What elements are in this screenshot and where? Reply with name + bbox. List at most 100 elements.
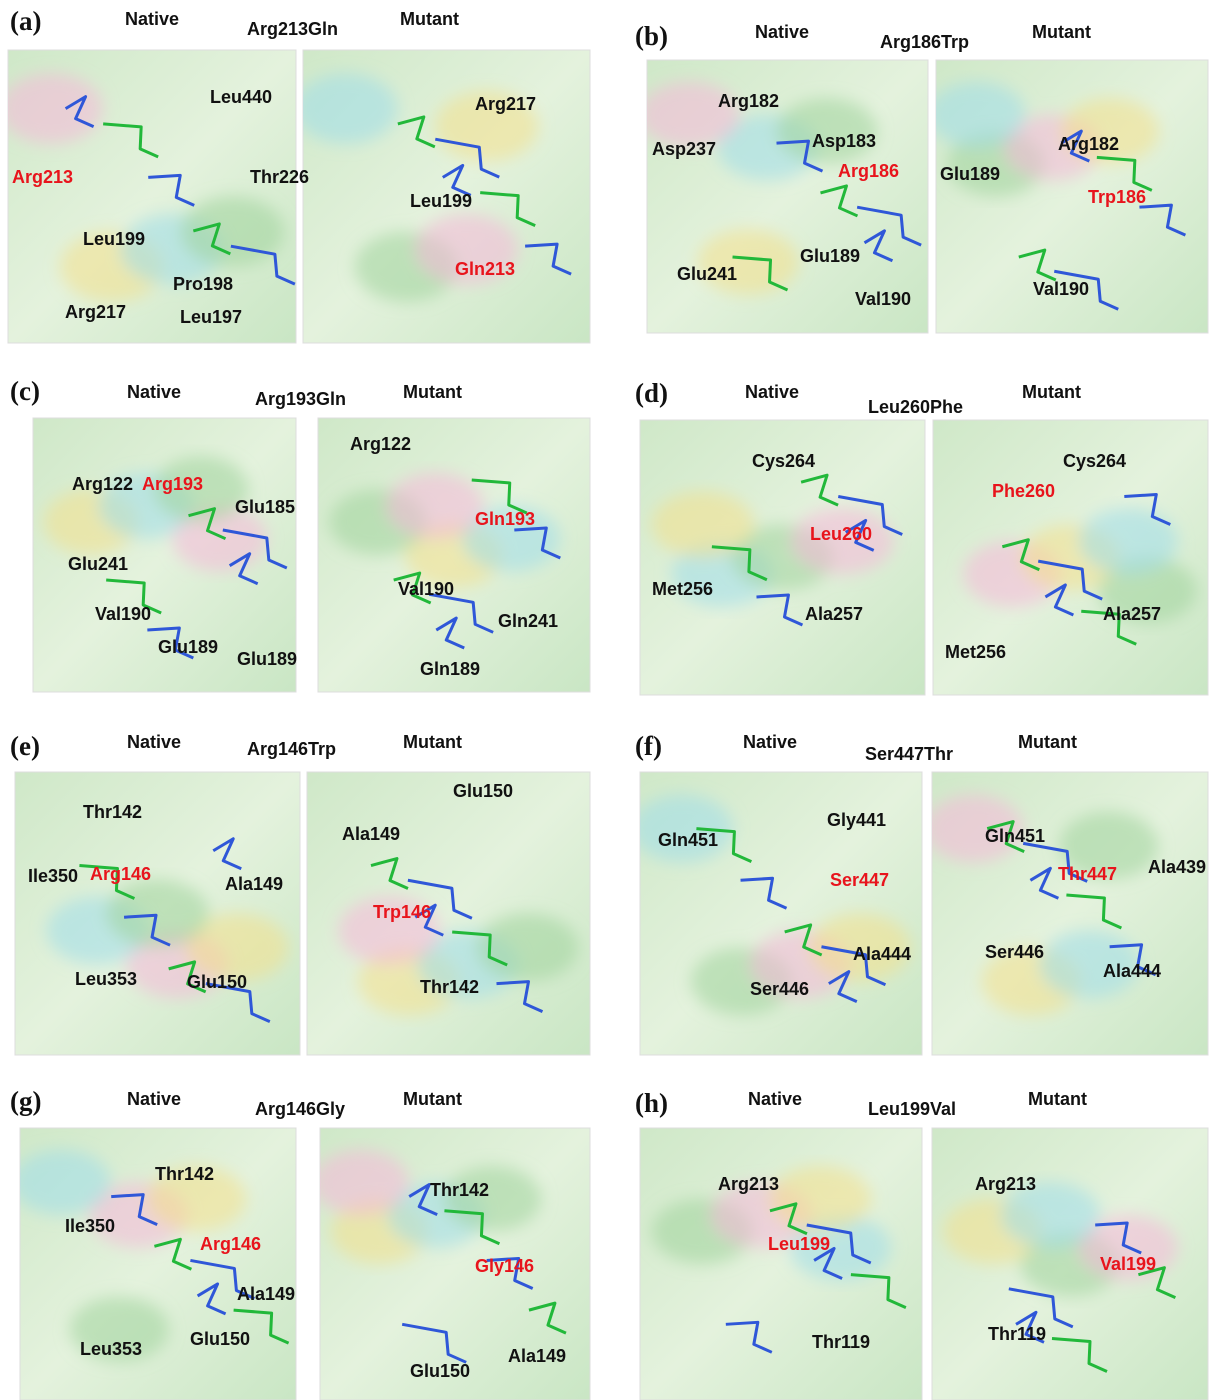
residue-label: Thr142 bbox=[155, 1164, 214, 1184]
residue-label: Glu150 bbox=[187, 972, 247, 992]
residue-label: Leu197 bbox=[180, 307, 242, 327]
panel-label: (g) bbox=[10, 1086, 41, 1116]
residue-label: Gly441 bbox=[827, 810, 886, 830]
residue-label: Trp186 bbox=[1088, 187, 1146, 207]
residue-label: Arg122 bbox=[72, 474, 133, 494]
panel-label: (b) bbox=[635, 21, 668, 51]
cartoon-blob bbox=[312, 1150, 409, 1215]
residue-label: Thr447 bbox=[1058, 864, 1117, 884]
residue-label: Ala149 bbox=[237, 1284, 295, 1304]
residue-label: Ala149 bbox=[508, 1346, 566, 1366]
native-heading: Native bbox=[755, 22, 809, 42]
residue-label: Arg182 bbox=[1058, 134, 1119, 154]
mutant-structure bbox=[924, 772, 1208, 1055]
mutation-title: Arg213Gln bbox=[247, 19, 338, 39]
residue-label: Leu440 bbox=[210, 87, 272, 107]
residue-label: Val190 bbox=[398, 579, 454, 599]
residue-label: Glu189 bbox=[158, 637, 218, 657]
mutant-structure bbox=[307, 772, 590, 1055]
residue-label: Leu260 bbox=[810, 524, 872, 544]
residue-label: Ser446 bbox=[985, 942, 1044, 962]
residue-label: Arg146 bbox=[200, 1234, 261, 1254]
residue-label: Arg217 bbox=[475, 94, 536, 114]
native-structure bbox=[15, 772, 300, 1055]
panel-label: (a) bbox=[10, 6, 41, 36]
residue-label: Leu199 bbox=[83, 229, 145, 249]
panel-label: (h) bbox=[635, 1088, 668, 1118]
residue-label: Val190 bbox=[95, 604, 151, 624]
mutation-title: Arg146Trp bbox=[247, 739, 336, 759]
residue-label: Val199 bbox=[1100, 1254, 1156, 1274]
mutant-heading: Mutant bbox=[1022, 382, 1081, 402]
cartoon-blob bbox=[698, 229, 799, 295]
residue-label: Pro198 bbox=[173, 274, 233, 294]
cartoon-blob bbox=[106, 880, 209, 948]
residue-label: Met256 bbox=[652, 579, 713, 599]
panel-label: (d) bbox=[635, 378, 668, 408]
residue-label: Leu353 bbox=[80, 1339, 142, 1359]
cartoon-blob bbox=[928, 82, 1026, 148]
residue-label: Gln189 bbox=[420, 659, 480, 679]
residue-label: Glu185 bbox=[235, 497, 295, 517]
residue-label: Glu189 bbox=[800, 246, 860, 266]
residue-label: Arg122 bbox=[350, 434, 411, 454]
residue-label: Gln451 bbox=[985, 826, 1045, 846]
native-heading: Native bbox=[748, 1089, 802, 1109]
residue-label: Cys264 bbox=[752, 451, 815, 471]
mutant-heading: Mutant bbox=[400, 9, 459, 29]
mutation-title: Arg193Gln bbox=[255, 389, 346, 409]
figure: (a)NativeArg213GlnMutantLeu440Arg213Thr2… bbox=[0, 0, 1210, 1400]
mutation-title: Arg186Trp bbox=[880, 32, 969, 52]
residue-label: Arg186 bbox=[838, 161, 899, 181]
panel-label: (e) bbox=[10, 731, 40, 761]
panel: (a) Native Arg213Gln Mutant bbox=[10, 6, 459, 39]
residue-label: Ala149 bbox=[342, 824, 400, 844]
cartoon-blob bbox=[1079, 508, 1178, 574]
mutant-heading: Mutant bbox=[1018, 732, 1077, 752]
cartoon-blob bbox=[12, 1150, 111, 1215]
panel: (g)NativeArg146GlyMutant bbox=[10, 1086, 462, 1119]
panel-label: (c) bbox=[10, 376, 40, 406]
panel: (f)NativeSer447ThrMutant bbox=[635, 731, 1077, 764]
residue-label: Ile350 bbox=[28, 866, 78, 886]
mutant-structure bbox=[318, 418, 590, 692]
mutant-heading: Mutant bbox=[403, 382, 462, 402]
residue-label: Thr142 bbox=[420, 977, 479, 997]
residue-label: Thr119 bbox=[988, 1324, 1046, 1344]
native-structure bbox=[640, 1128, 922, 1400]
mutant-heading: Mutant bbox=[403, 1089, 462, 1109]
mutation-title: Arg146Gly bbox=[255, 1099, 345, 1119]
cartoon-blob bbox=[0, 73, 103, 143]
residue-label: Glu241 bbox=[677, 264, 737, 284]
panel: (h)NativeLeu199ValMutant bbox=[635, 1088, 1087, 1119]
residue-label: Thr142 bbox=[83, 802, 142, 822]
panel: (e) Native Arg146Trp Mutant bbox=[10, 731, 462, 761]
residue-label: Leu353 bbox=[75, 969, 137, 989]
native-heading: Native bbox=[125, 9, 179, 29]
cartoon-blob bbox=[294, 73, 397, 143]
residue-label: Asp237 bbox=[652, 139, 716, 159]
residue-label: Glu150 bbox=[190, 1329, 250, 1349]
residue-label: Ala257 bbox=[805, 604, 863, 624]
panel: (b)NativeArg186TrpMutant bbox=[635, 21, 1091, 52]
residue-label: Arg193 bbox=[142, 474, 203, 494]
residue-label: Ala149 bbox=[225, 874, 283, 894]
residue-label: Arg213 bbox=[718, 1174, 779, 1194]
residue-label: Glu189 bbox=[237, 649, 297, 669]
residue-label: Glu150 bbox=[453, 781, 513, 801]
residue-label: Ile350 bbox=[65, 1216, 115, 1236]
residue-label: Glu241 bbox=[68, 554, 128, 574]
cartoon-blob bbox=[477, 914, 579, 982]
residue-label: Glu189 bbox=[940, 164, 1000, 184]
cartoon-blob bbox=[632, 795, 734, 863]
cartoon-blob bbox=[386, 473, 484, 539]
native-heading: Native bbox=[127, 732, 181, 752]
residue-label: Phe260 bbox=[992, 481, 1055, 501]
residue-label: Leu199 bbox=[768, 1234, 830, 1254]
residue-label: Ser447 bbox=[830, 870, 889, 890]
cartoon-blob bbox=[770, 1166, 872, 1231]
residue-label: Arg213 bbox=[975, 1174, 1036, 1194]
mutant-heading: Mutant bbox=[403, 732, 462, 752]
residue-label: Thr119 bbox=[812, 1332, 870, 1352]
mutation-title: Leu199Val bbox=[868, 1099, 956, 1119]
